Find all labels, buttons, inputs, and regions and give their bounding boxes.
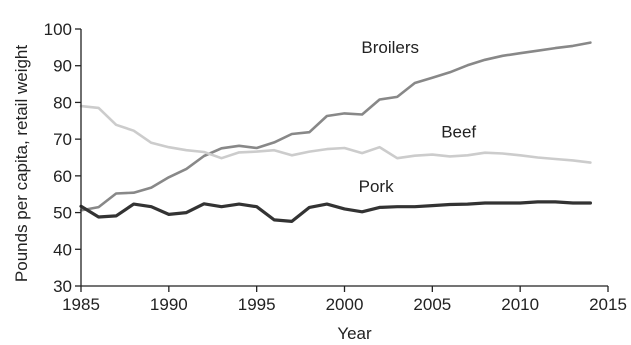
y-tick-label: 80	[53, 93, 72, 112]
x-tick-label: 2000	[326, 295, 364, 314]
series-line-broilers	[79, 41, 592, 212]
series-label-broilers: Broilers	[361, 38, 419, 57]
series-line-beef	[79, 104, 592, 164]
ticks: 1985 1990 1995 2000 2005 2010 2015 30 40 50 60 70 80…	[44, 20, 627, 314]
plot-lines	[79, 41, 593, 223]
y-tick-label: 40	[53, 240, 72, 259]
x-tick-label: 1990	[150, 295, 188, 314]
series-labels: Broilers Beef Pork	[359, 38, 477, 196]
x-tick-label: 1985	[62, 295, 100, 314]
x-tick-label: 2015	[589, 295, 627, 314]
y-axis-title: Pounds per capita, retail weight	[12, 45, 31, 282]
y-tick-label: 60	[53, 167, 72, 186]
x-tick-label: 2005	[413, 295, 451, 314]
series-line-pork	[79, 200, 593, 223]
y-tick-label: 90	[53, 57, 72, 76]
x-tick-label: 1995	[238, 295, 276, 314]
series-label-pork: Pork	[359, 177, 394, 196]
y-tick-label: 70	[53, 130, 72, 149]
y-tick-label: 30	[53, 277, 72, 296]
x-axis-title: Year	[337, 324, 372, 343]
series-label-beef: Beef	[441, 122, 476, 141]
x-tick-label: 2010	[501, 295, 539, 314]
y-tick-label: 100	[44, 20, 72, 39]
y-tick-label: 50	[53, 204, 72, 223]
